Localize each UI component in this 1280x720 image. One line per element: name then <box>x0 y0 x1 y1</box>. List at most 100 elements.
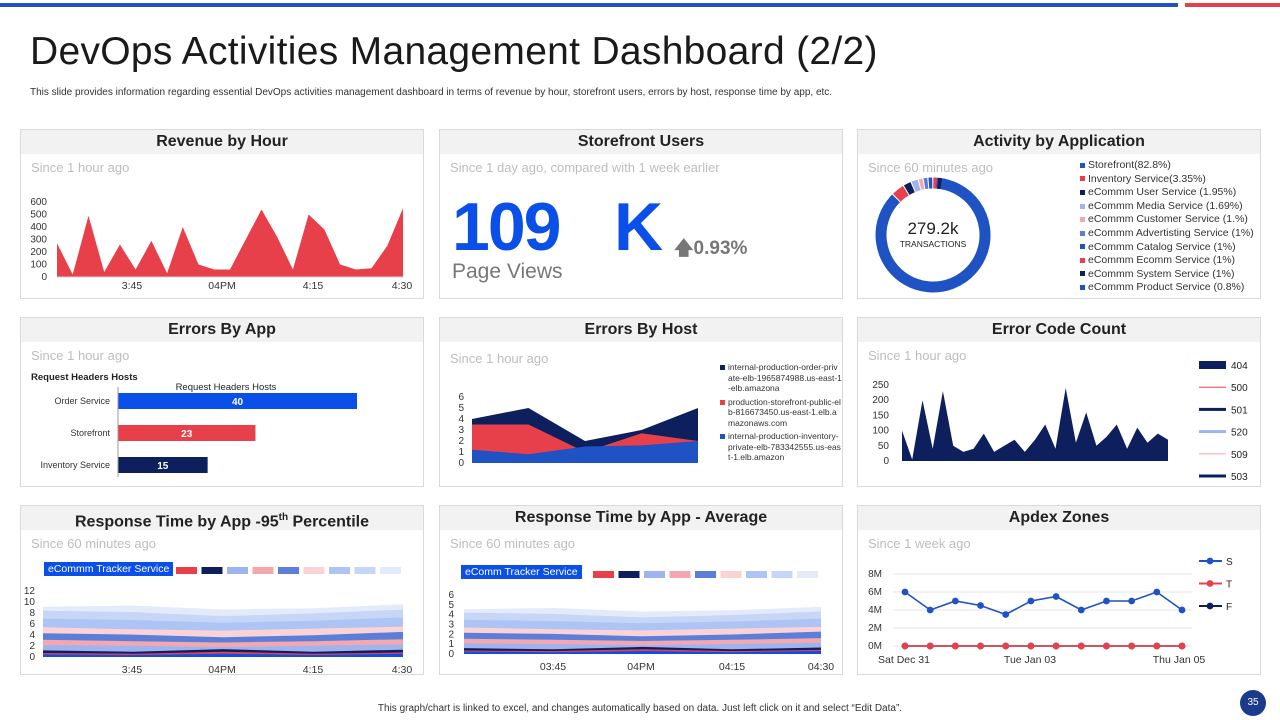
resp95-y-tick: 6 <box>29 619 35 630</box>
panel-apdex-zones: Apdex Zones Since 1 week ago 8M 6M 4M 2M 0M S… <box>857 505 1261 675</box>
apdex-point <box>1153 642 1161 650</box>
panel-revenue-by-hour: Revenue by Hour Since 1 hour ago 600 500 4… <box>20 129 424 299</box>
kpi-change: 🡅0.93% <box>674 234 747 266</box>
resp95-legend-swatch <box>354 567 376 574</box>
donut-slice <box>918 178 925 190</box>
revenue-y-tick: 600 <box>30 197 47 208</box>
page-number: 35 <box>1240 690 1266 716</box>
panel-title: Response Time by App - Average <box>440 506 842 530</box>
legend-item: internal-production-order-private-elb-19… <box>720 362 842 394</box>
error-code-legend-label: 404 <box>1231 361 1248 372</box>
apdex-point <box>951 597 959 605</box>
respavg-y-tick: 5 <box>448 600 454 611</box>
apdex-point <box>1103 597 1110 605</box>
errors-host-y-tick: 4 <box>458 414 464 425</box>
errors-app-category: Storefront <box>70 428 110 438</box>
legend-label: production-storefront-public-elb-8166734… <box>728 396 841 428</box>
legend-label: eCommm Customer Service (1.%) <box>1088 213 1248 226</box>
resp95-legend-swatch <box>252 567 274 574</box>
errors-app-bar-label: 15 <box>157 461 169 472</box>
respavg-y-tick: 1 <box>448 639 454 650</box>
panel-error-code-count: Error Code Count Since 1 hour ago 250 200… <box>857 317 1261 487</box>
kpi-change-value: 0.93% <box>693 238 748 259</box>
since-label: Since 60 minutes ago <box>868 160 994 175</box>
page-subtitle: This slide provides information regardin… <box>30 87 833 98</box>
errors-by-app-chart: Request Headers Hosts Request Headers Hos… <box>31 372 357 477</box>
top-accent-line <box>0 3 1178 7</box>
top-accent-line-red <box>1185 3 1280 7</box>
error-code-legend-swatch <box>1199 430 1226 434</box>
legend-item: production-storefront-public-elb-8166734… <box>720 397 842 429</box>
respavg-y-tick: 4 <box>448 610 454 621</box>
respavg-y-tick: 3 <box>448 620 454 631</box>
apdex-y-tick: 2M <box>868 623 882 634</box>
legend-label: eCommm System Service (1%) <box>1088 267 1235 280</box>
panel-title: Storefront Users <box>440 130 842 154</box>
error-code-legend-label: 509 <box>1231 450 1248 461</box>
error-code-chart: 2502001501005003:4504PM4:154:30404500501… <box>872 361 1248 486</box>
errors-app-bar-label: 40 <box>232 397 244 408</box>
respavg-y-tick: 6 <box>448 590 454 601</box>
apdex-point <box>1077 606 1085 614</box>
respavg-legend-swatch <box>797 571 818 578</box>
errors-host-y-tick: 6 <box>458 392 464 403</box>
resp95-area-layer <box>43 653 403 657</box>
service-tag[interactable]: eComm Tracker Service <box>461 565 582 579</box>
apdex-point <box>1002 611 1010 618</box>
errors-app-bar <box>118 425 256 441</box>
respavg-legend-swatch <box>669 571 691 578</box>
respavg-x-tick: 03:45 <box>540 661 566 673</box>
apdex-point <box>1077 642 1085 650</box>
respavg-x-tick: 04:15 <box>719 661 745 673</box>
legend-label: eCommm Catalog Service (1%) <box>1088 240 1236 253</box>
service-tag[interactable]: eCommm Tracker Service <box>44 562 174 576</box>
legend-item: internal-production-inventory-private-el… <box>720 431 842 463</box>
activity-legend: Storefront(82.8%) Inventory Service(3.35%… <box>1080 159 1254 295</box>
panel-title: Response Time by App -95th Percentile <box>21 506 423 530</box>
page-title: DevOps Activities Management Dashboard (… <box>30 30 878 73</box>
respavg-legend-swatch <box>771 571 793 578</box>
resp95-legend-swatch <box>227 567 248 574</box>
legend-label: eCommm Product Service (0.8%) <box>1088 281 1245 294</box>
apdex-point <box>1027 642 1035 650</box>
since-label: Since 1 hour ago <box>450 351 549 366</box>
panel-errors-by-app: Errors By App Since 1 hour ago Request H… <box>20 317 424 487</box>
panel-title: Revenue by Hour <box>21 130 423 154</box>
error-code-legend-label: 500 <box>1231 383 1248 394</box>
revenue-y-tick: 200 <box>30 247 47 258</box>
apdex-legend-label: T <box>1226 580 1232 591</box>
error-code-y-tick: 200 <box>872 395 889 406</box>
respavg-y-tick: 2 <box>448 629 454 640</box>
apdex-point <box>1128 597 1136 605</box>
legend-label: eCommm User Service (1.95%) <box>1088 186 1237 199</box>
kpi-unit: K <box>614 189 664 265</box>
since-label: Since 60 minutes ago <box>31 536 157 551</box>
legend-item: eCommm Advertisting Service (1%) <box>1080 227 1254 241</box>
activity-donut-chart <box>875 177 991 293</box>
panel-title: Apdex Zones <box>858 506 1260 530</box>
error-code-y-tick: 0 <box>883 456 889 467</box>
panel-title-sup: th <box>278 512 289 523</box>
error-code-legend-swatch <box>1199 386 1226 388</box>
donut-slice <box>903 182 915 195</box>
errors-by-host-legend: internal-production-order-private-elb-19… <box>720 362 842 466</box>
revenue-y-tick: 100 <box>30 260 47 271</box>
legend-swatch <box>1080 189 1085 195</box>
legend-label: internal-production-inventory-private-el… <box>728 431 841 462</box>
errors-host-y-tick: 3 <box>458 425 464 436</box>
resp95-legend-swatch <box>380 567 401 574</box>
resp95-y-tick: 0 <box>29 652 35 663</box>
apdex-y-tick: 6M <box>868 587 882 598</box>
error-code-legend-swatch <box>1199 453 1226 455</box>
respavg-x-tick: 04:30 <box>808 661 834 673</box>
panel-title-end: Percentile <box>288 513 370 531</box>
error-code-legend-label: 520 <box>1231 428 1248 439</box>
apdex-point <box>926 606 934 614</box>
apdex-point <box>977 602 984 609</box>
apdex-y-tick: 4M <box>868 605 882 616</box>
donut-slice <box>941 178 947 190</box>
resp95-y-tick: 2 <box>29 641 35 652</box>
